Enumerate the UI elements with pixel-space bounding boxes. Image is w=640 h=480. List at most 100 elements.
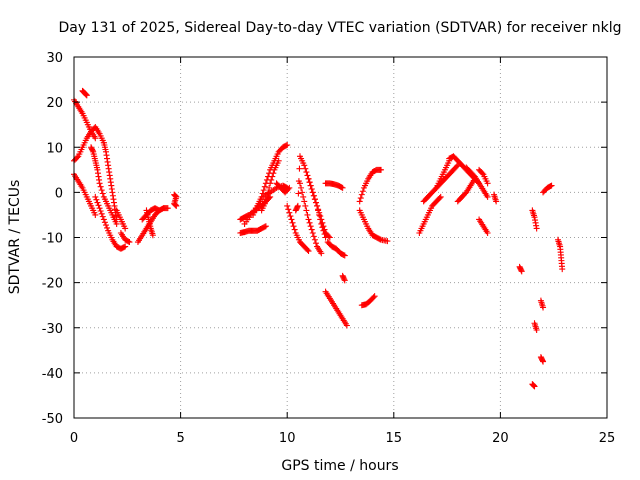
data-point: [453, 163, 460, 170]
data-point: [289, 219, 296, 226]
data-point: [305, 248, 312, 255]
data-point: [290, 223, 297, 230]
data-point: [155, 206, 162, 213]
data-point: [305, 216, 312, 223]
data-point: [319, 219, 326, 226]
series-arc40: [516, 263, 525, 275]
data-point: [283, 142, 290, 149]
data-point: [294, 202, 301, 209]
points-layer: [71, 87, 566, 390]
data-point: [122, 243, 129, 250]
data-point: [288, 216, 295, 223]
data-point: [376, 236, 383, 243]
series-arc41: [529, 207, 540, 232]
data-point: [312, 240, 319, 247]
data-point: [268, 176, 275, 183]
data-point: [484, 229, 491, 236]
y-tick-label: 20: [46, 96, 63, 111]
series-arc38: [476, 216, 491, 236]
data-point: [97, 183, 104, 190]
data-point: [285, 185, 292, 192]
series-arc45: [537, 354, 547, 365]
data-point: [325, 233, 332, 240]
data-point: [548, 182, 555, 189]
data-point: [261, 183, 268, 190]
data-point: [318, 250, 325, 257]
data-point: [263, 193, 270, 200]
data-point: [384, 238, 391, 245]
y-tick-label: -50: [42, 412, 63, 427]
data-point: [358, 191, 365, 198]
data-point: [371, 293, 378, 300]
data-point: [96, 180, 103, 187]
x-axis-label: GPS time / hours: [281, 458, 398, 474]
data-point: [437, 193, 444, 200]
y-tick-label: -30: [42, 322, 63, 337]
series-arc27: [322, 288, 350, 329]
series-arc24: [322, 180, 346, 191]
data-point: [295, 190, 302, 197]
series-arc36: [463, 164, 491, 200]
data-point: [275, 157, 282, 164]
data-point: [100, 216, 107, 223]
series-arc2: [79, 87, 90, 99]
data-point: [326, 234, 333, 241]
data-point: [121, 244, 128, 251]
data-point: [270, 170, 277, 177]
data-point: [307, 223, 314, 230]
series-arc11: [139, 205, 163, 223]
data-point: [343, 322, 350, 329]
data-point: [173, 202, 180, 209]
data-point: [312, 199, 319, 206]
data-point: [287, 213, 294, 220]
data-point: [285, 206, 292, 213]
x-tick-label: 5: [176, 431, 184, 446]
data-point: [317, 213, 324, 220]
data-point: [309, 189, 316, 196]
data-point: [267, 180, 274, 187]
data-point: [302, 165, 309, 172]
data-point: [92, 211, 99, 218]
data-point: [149, 232, 156, 239]
data-point: [291, 226, 298, 233]
series-arc43: [529, 381, 538, 390]
data-point: [340, 251, 347, 258]
data-point: [74, 154, 81, 161]
grid-layer: [74, 57, 607, 418]
data-point: [341, 277, 348, 284]
series-arc47: [554, 236, 566, 273]
series-arc17: [250, 141, 291, 218]
data-point: [341, 252, 348, 259]
data-point: [126, 239, 133, 246]
x-tick-label: 15: [386, 431, 403, 446]
series-arc13: [171, 191, 180, 209]
y-tick-label: -10: [42, 232, 63, 247]
data-point: [308, 185, 315, 192]
data-point: [262, 198, 269, 205]
x-tick-label: 10: [279, 431, 296, 446]
series-arc23: [305, 175, 333, 241]
data-point: [262, 223, 269, 230]
data-point: [95, 202, 102, 209]
series-arc1: [71, 96, 99, 142]
data-point: [97, 207, 104, 214]
x-tick-label: 20: [492, 431, 509, 446]
series-arc19: [273, 180, 293, 196]
data-point: [125, 238, 132, 245]
data-point: [484, 193, 491, 200]
data-point: [102, 222, 109, 229]
data-point: [99, 190, 106, 197]
y-tick-label: 0: [55, 186, 63, 201]
data-point: [533, 225, 540, 232]
data-point: [310, 233, 317, 240]
data-point: [301, 198, 308, 205]
series-arc46: [540, 182, 555, 196]
data-point: [303, 207, 310, 214]
data-point: [301, 162, 308, 169]
data-point: [321, 226, 328, 233]
x-tick-label: 0: [70, 431, 78, 446]
data-point: [260, 187, 267, 194]
data-point: [309, 229, 316, 236]
data-point: [98, 187, 105, 194]
